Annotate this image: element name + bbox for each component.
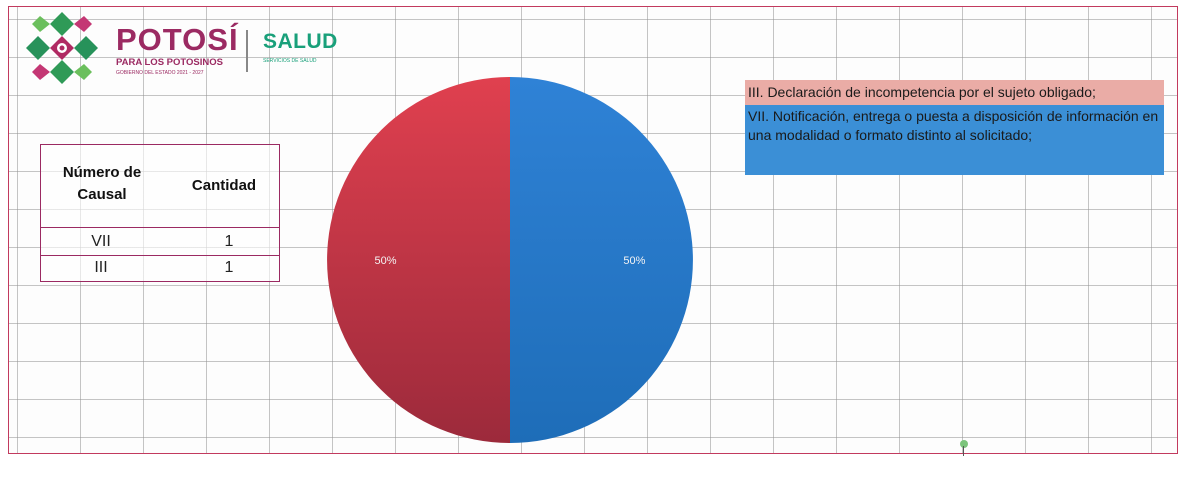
logo-government-text: GOBIERNO DEL ESTADO 2021 - 2027 bbox=[116, 70, 204, 76]
row-1-cantidad: 1 bbox=[224, 233, 234, 250]
pie-chart: 50% 50% bbox=[327, 77, 693, 443]
row-1-causal: VII bbox=[91, 233, 111, 250]
legend: III. Declaración de incompetencia por el… bbox=[745, 80, 1164, 175]
legend-item-iii: III. Declaración de incompetencia por el… bbox=[745, 80, 1164, 105]
legend-item-vii: VII. Notificación, entrega o puesta a di… bbox=[745, 105, 1164, 175]
logo-brand-text: POTOSÍ bbox=[116, 22, 239, 57]
potosi-emblem-icon bbox=[26, 12, 98, 84]
pie-label-vii: 50% bbox=[623, 255, 645, 267]
potosi-salud-logo: POTOSÍ PARA LOS POTOSINOS GOBIERNO DEL E… bbox=[18, 10, 348, 86]
pin-marker bbox=[960, 440, 968, 448]
pie-slice-iii bbox=[327, 77, 510, 443]
logo-dept-text: SALUD bbox=[263, 30, 338, 53]
row-2-causal: III bbox=[94, 259, 108, 276]
row-2-cantidad: 1 bbox=[224, 259, 234, 276]
header-numero-causal: Número de Causal bbox=[62, 164, 142, 203]
table-divider bbox=[41, 227, 279, 228]
causal-table: Número de Causal Cantidad VII 1 III 1 bbox=[40, 144, 280, 282]
pie-label-iii: 50% bbox=[375, 255, 397, 267]
pin-stem bbox=[963, 446, 964, 456]
header-cantidad: Cantidad bbox=[191, 177, 257, 194]
pie-slice-vii bbox=[510, 77, 693, 443]
logo-tagline: PARA LOS POTOSINOS bbox=[116, 57, 223, 68]
logo-separator bbox=[246, 30, 248, 72]
table-divider bbox=[41, 255, 279, 256]
logo-dept-sub: SERVICIOS DE SALUD bbox=[263, 58, 317, 64]
